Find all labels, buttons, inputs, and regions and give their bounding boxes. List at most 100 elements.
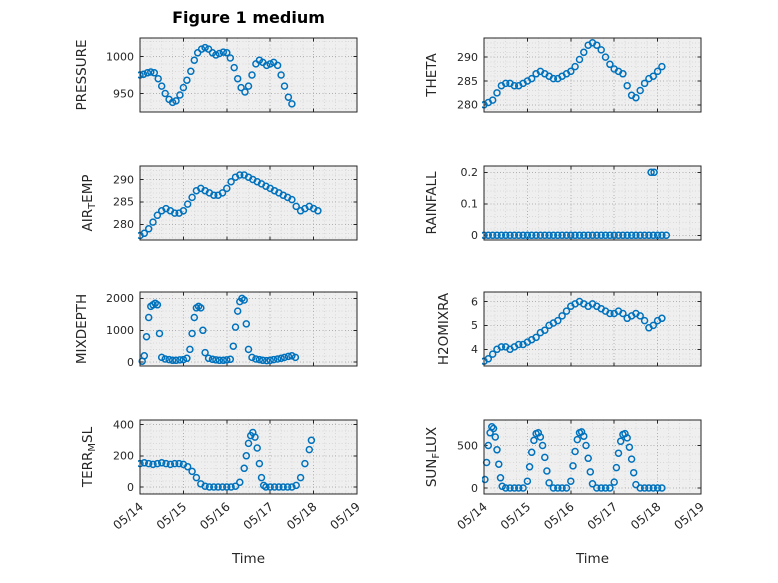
marker (506, 484, 514, 492)
marker (627, 231, 636, 240)
x-tick-labels: 05/14 05/15 05/16 05/17 05/18 05/19 (454, 500, 706, 533)
marker (640, 484, 649, 492)
svg-text:6: 6 (471, 295, 478, 308)
svg-text:05/14: 05/14 (110, 500, 145, 533)
marker (244, 439, 253, 448)
marker (653, 67, 662, 76)
svg-text:1000: 1000 (106, 50, 134, 63)
marker (237, 83, 245, 92)
marker (215, 356, 224, 365)
marker (147, 68, 155, 76)
marker (482, 475, 489, 484)
marker (632, 93, 640, 102)
subplot-h2omixra: 4 5 6 H2OMIXRA (436, 291, 702, 367)
marker (619, 309, 627, 318)
axes-border (139, 165, 358, 241)
marker (584, 231, 592, 240)
grid (484, 292, 701, 366)
marker (226, 54, 235, 62)
markers (138, 294, 300, 365)
axes-border (483, 165, 702, 241)
marker (658, 484, 666, 492)
marker (236, 478, 244, 487)
marker (493, 89, 501, 97)
marker (588, 231, 597, 240)
marker (291, 353, 300, 362)
marker (571, 231, 579, 240)
marker (183, 462, 192, 471)
marker (266, 60, 274, 68)
marker (588, 480, 597, 488)
marker (562, 231, 571, 240)
marker (149, 218, 157, 226)
marker (140, 459, 149, 467)
marker (636, 484, 644, 492)
svg-text:285: 285 (113, 196, 134, 209)
marker (636, 231, 644, 240)
marker (532, 333, 540, 342)
marker (612, 463, 621, 472)
marker (157, 82, 166, 90)
marker (275, 483, 283, 491)
marker (155, 329, 164, 338)
marker (593, 41, 601, 49)
subplot-rainfall: 0 0.1 0.2 RAINFALL (424, 165, 702, 242)
marker (296, 473, 305, 482)
marker (497, 343, 506, 351)
marker (645, 231, 653, 240)
marker (488, 423, 496, 431)
marker (301, 459, 309, 468)
svg-text:200: 200 (113, 450, 134, 463)
marker (190, 313, 199, 322)
marker (649, 484, 658, 492)
marker (236, 171, 244, 179)
marker (144, 313, 153, 322)
marker (662, 231, 671, 240)
marker (175, 459, 183, 468)
marker (279, 483, 287, 491)
svg-text:05/15: 05/15 (498, 500, 533, 533)
marker (153, 301, 162, 309)
marker (619, 70, 627, 78)
marker (545, 231, 553, 240)
marker (658, 62, 666, 71)
marker (510, 81, 519, 90)
marker (575, 231, 584, 240)
marker (144, 459, 153, 468)
marker (558, 231, 566, 240)
marker (284, 352, 293, 361)
y-axis-label-rainfall: RAINFALL (424, 171, 440, 234)
marker (149, 460, 157, 469)
y-axis-label-pressure: PRESSURE (74, 40, 90, 111)
marker (493, 446, 501, 454)
marker (627, 455, 636, 463)
marker (580, 432, 588, 440)
marker (193, 49, 202, 57)
marker (255, 355, 264, 364)
marker (571, 62, 579, 71)
y-axis-label-air-temp: AIRTEMP (80, 174, 98, 231)
marker (288, 352, 296, 360)
marker (204, 45, 213, 53)
marker (186, 345, 194, 354)
marker (625, 443, 634, 451)
grid (140, 292, 357, 366)
marker (188, 329, 196, 338)
marker (218, 189, 227, 197)
marker (567, 477, 575, 485)
marker (532, 231, 540, 240)
marker (543, 467, 551, 475)
marker (497, 231, 506, 240)
marker (558, 484, 566, 492)
svg-text:1000: 1000 (106, 324, 134, 337)
axes-border (483, 419, 702, 495)
marker (629, 468, 638, 477)
marker (614, 231, 623, 240)
svg-text:05/19: 05/19 (671, 500, 706, 533)
marker (514, 231, 523, 240)
marker (201, 482, 209, 490)
marker (567, 231, 575, 240)
marker (606, 60, 614, 69)
marker (649, 231, 658, 240)
subplot-pressure: 950 1000 PRESSURE (74, 37, 358, 113)
